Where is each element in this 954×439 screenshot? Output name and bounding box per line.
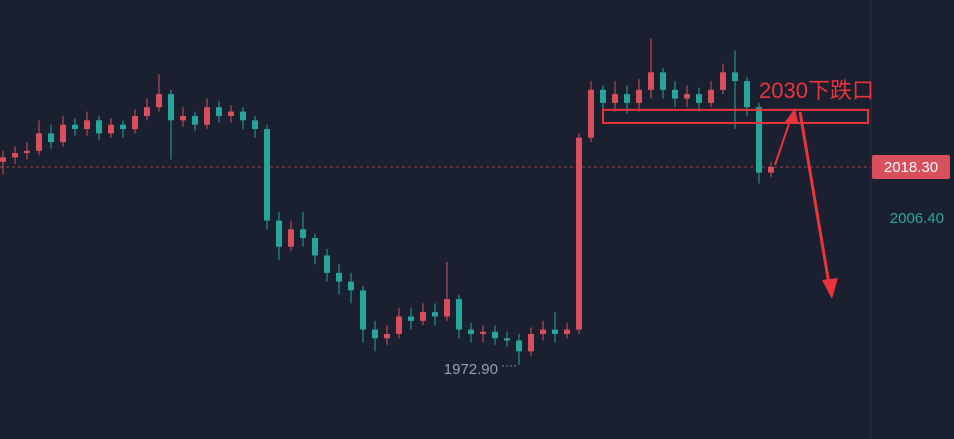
- candle-body: [12, 153, 18, 158]
- candle-body: [552, 329, 558, 334]
- arrow-line: [798, 111, 832, 291]
- low-label: 1972.90: [444, 361, 498, 378]
- candle-body: [228, 111, 234, 116]
- candle-body: [744, 81, 750, 108]
- candle-body: [96, 120, 102, 134]
- candle-body: [192, 115, 198, 125]
- low-label-dots: ····: [501, 358, 517, 372]
- candle-body: [288, 229, 294, 247]
- candle-body: [348, 281, 354, 291]
- candle-body: [48, 133, 54, 143]
- candle-body: [408, 316, 414, 321]
- candle-body: [312, 238, 318, 256]
- candle-body: [708, 89, 714, 103]
- candle-body: [156, 94, 162, 108]
- candle-body: [540, 329, 546, 334]
- candle-body: [588, 89, 594, 138]
- candle-body: [120, 124, 126, 130]
- last-price-tag: [872, 154, 950, 179]
- candle-body: [204, 107, 210, 125]
- y-tick-label: 2006.40: [890, 210, 944, 227]
- candle-body: [360, 290, 366, 330]
- candle-body: [24, 150, 30, 154]
- last-price-label: 2018.30: [884, 159, 938, 176]
- candle-body: [696, 94, 702, 103]
- candle-body: [0, 157, 6, 162]
- annotation: 2030下跌口: [759, 78, 874, 103]
- candle-body: [336, 272, 342, 282]
- candle-body: [420, 312, 426, 321]
- candle-body: [324, 255, 330, 273]
- candle-body: [768, 166, 774, 173]
- candle-body: [384, 333, 390, 339]
- candle-body: [600, 89, 606, 103]
- candle-body: [564, 329, 570, 334]
- candle-body: [432, 312, 438, 317]
- candle-body: [216, 107, 222, 116]
- candle-body: [108, 124, 114, 134]
- candle-body: [636, 89, 642, 103]
- candle-body: [672, 89, 678, 99]
- arrow-head: [785, 108, 798, 122]
- candle-body: [732, 72, 738, 82]
- candle-body: [720, 72, 726, 90]
- candle-body: [60, 124, 66, 143]
- candle-body: [612, 94, 618, 103]
- arrow-line: [774, 114, 793, 166]
- candle-body: [480, 331, 486, 334]
- candle-body: [516, 340, 522, 352]
- candle-body: [492, 331, 498, 339]
- candle-body: [168, 94, 174, 121]
- candle-body: [504, 338, 510, 341]
- candle-body: [36, 133, 42, 151]
- candle-body: [84, 120, 90, 130]
- candle-body: [372, 329, 378, 339]
- candle-body: [648, 72, 654, 90]
- candle-body: [528, 333, 534, 352]
- candle-body: [132, 115, 138, 130]
- candle-body: [240, 111, 246, 121]
- candle-body: [264, 129, 270, 221]
- candle-body: [276, 220, 282, 247]
- candle-body: [180, 115, 186, 121]
- candle-body: [684, 94, 690, 99]
- candle-body: [300, 229, 306, 239]
- candle-body: [252, 120, 258, 130]
- candle-body: [72, 124, 78, 130]
- candle-body: [576, 137, 582, 330]
- candle-body: [468, 329, 474, 334]
- candle-body: [456, 299, 462, 330]
- zone-box: [602, 108, 869, 124]
- candle-body: [444, 299, 450, 317]
- candle-body: [396, 316, 402, 334]
- candle-body: [624, 94, 630, 103]
- candle-body: [660, 72, 666, 90]
- candle-body: [144, 107, 150, 116]
- candle-body: [756, 107, 762, 173]
- arrow-head: [822, 278, 838, 299]
